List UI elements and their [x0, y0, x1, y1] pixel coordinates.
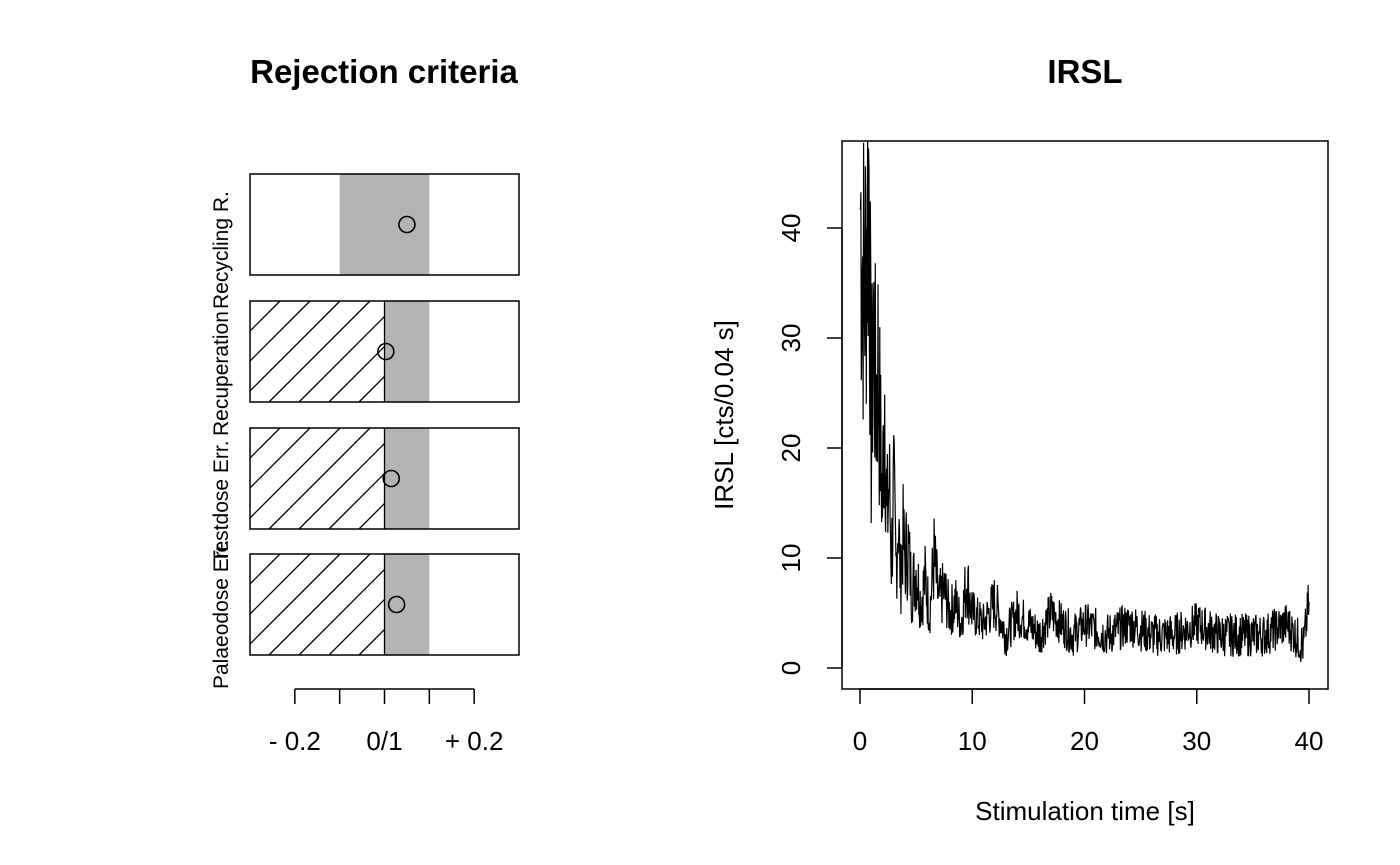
hatch-line: [268, 300, 371, 403]
x-tick-label: 30: [1182, 726, 1211, 756]
hatch-line: [249, 300, 341, 392]
acceptance-band: [339, 174, 430, 275]
irsl-panel: IRSL 0 10 20 30 40 0 10 20 30 40 Stimulation tim…: [709, 53, 1329, 826]
x-tick-label: 40: [1295, 726, 1324, 756]
criterion-label: Recycling R.: [210, 191, 233, 309]
hatch-line: [268, 427, 371, 530]
irsl-series-line: [859, 141, 1310, 662]
hatch-line: [298, 443, 385, 530]
criterion-frame: [249, 553, 520, 656]
hatch-line: [249, 427, 341, 519]
hatch-line: [358, 629, 385, 656]
criterion-frame: [249, 427, 520, 530]
hatch-line: [328, 473, 385, 530]
criteria-rows: Recycling R.Recuperation Testdose Err.Pal…: [210, 173, 520, 689]
criterion-row: Testdose Err.: [210, 427, 520, 563]
criterion-row: Recuperation: [210, 300, 520, 436]
hatch-line: [358, 503, 385, 530]
y-tick-label: 30: [776, 324, 806, 353]
hatch-line: [249, 427, 281, 459]
y-axis: 0 10 20 30 40: [776, 214, 843, 675]
criterion-value-point: [398, 215, 416, 234]
criterion-row: Recycling R.: [210, 173, 520, 309]
hatch-line: [298, 316, 385, 403]
hatch-area: [249, 427, 386, 530]
hatch-line: [249, 553, 281, 585]
hatch-line: [328, 346, 385, 403]
hatch-line: [298, 569, 385, 656]
x-axis-label: Stimulation time [s]: [975, 796, 1195, 826]
criterion-label: Recuperation: [210, 311, 233, 436]
hatch-area: [249, 300, 386, 403]
criterion-label: Palaeodose Err.: [210, 540, 233, 689]
criterion-label: Testdose Err.: [210, 440, 233, 563]
hatch-line: [268, 553, 371, 656]
hatch-line: [249, 553, 341, 645]
x-tick-label: 20: [1070, 726, 1099, 756]
x-tick-label: - 0.2: [269, 726, 321, 756]
acceptance-band: [384, 301, 430, 402]
y-tick-label: 20: [776, 434, 806, 463]
acceptance-band: [384, 428, 430, 529]
hatch-line: [249, 300, 311, 362]
y-axis-label: IRSL [cts/0.04 s]: [709, 320, 739, 510]
x-tick-label: 0/1: [366, 726, 402, 756]
hatch-area: [249, 553, 386, 656]
right-chart-title: IRSL: [1047, 53, 1122, 90]
hatch-line: [249, 427, 311, 489]
y-tick-label: 10: [776, 544, 806, 573]
hatch-line: [358, 376, 385, 403]
y-tick-label: 40: [776, 214, 806, 243]
x-tick-label: 10: [958, 726, 987, 756]
rejection-criteria-panel: Rejection criteria Recycling R.Recuperat…: [210, 53, 520, 756]
hatch-line: [328, 599, 385, 656]
criterion-value-point: [382, 469, 401, 488]
y-tick-label: 0: [776, 661, 806, 675]
hatch-line: [249, 553, 311, 615]
acceptance-band: [384, 554, 430, 655]
x-axis: 0 10 20 30 40: [853, 688, 1324, 756]
left-chart-title: Rejection criteria: [250, 53, 518, 90]
criterion-frame: [249, 300, 520, 403]
criterion-frame: [249, 173, 520, 276]
criteria-x-axis: - 0.2 0/1 + 0.2: [269, 688, 504, 756]
x-tick-label: 0: [853, 726, 867, 756]
hatch-line: [249, 300, 281, 332]
criterion-row: Palaeodose Err.: [210, 540, 520, 689]
x-tick-label: + 0.2: [445, 726, 504, 756]
criterion-value-point: [377, 342, 395, 361]
criterion-value-point: [387, 595, 406, 614]
